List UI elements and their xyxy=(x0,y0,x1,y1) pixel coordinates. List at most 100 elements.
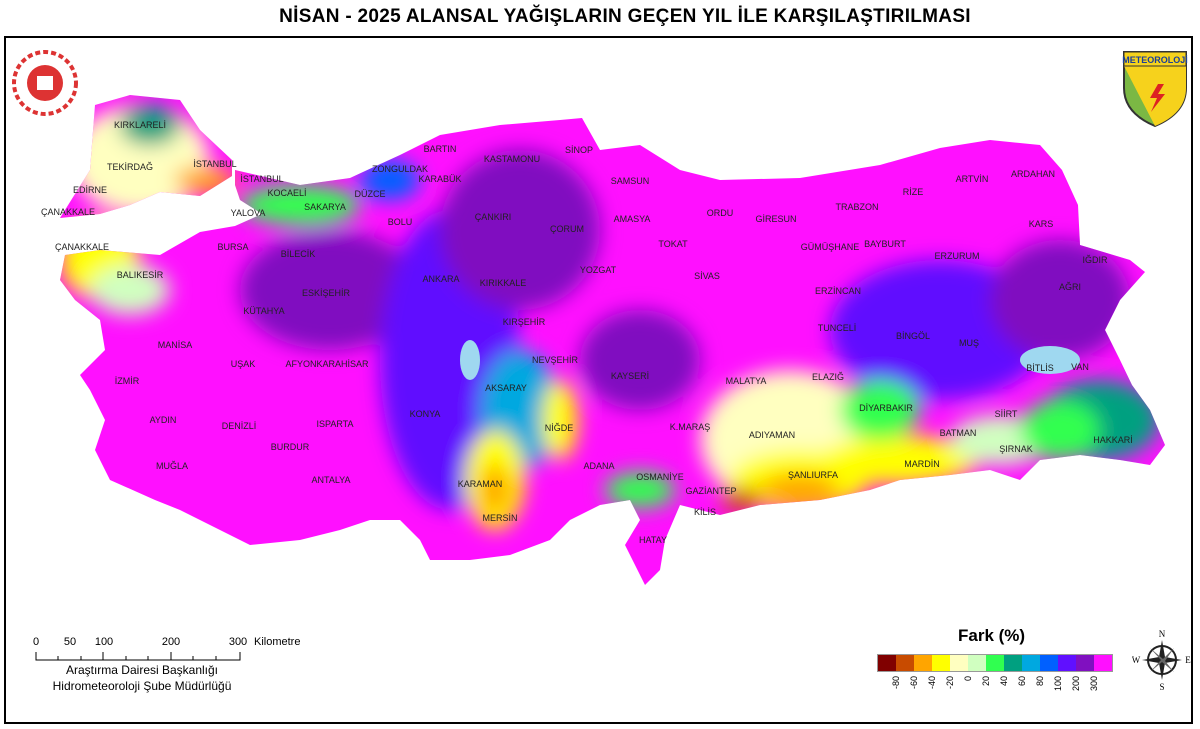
scale-bar: 0 50 100 200 300 Kilometre xyxy=(30,636,310,661)
legend-swatch xyxy=(1094,655,1112,671)
city-label: BALIKESİR xyxy=(116,270,164,280)
legend-label: 0 xyxy=(963,676,973,682)
city-label: VAN xyxy=(1071,362,1089,372)
city-label: TEKİRDAĞ xyxy=(106,162,154,172)
legend-swatch xyxy=(878,655,896,671)
city-label: ZONGULDAK xyxy=(371,164,429,174)
city-label: AYDIN xyxy=(149,415,177,425)
city-label: BİTLİS xyxy=(1026,363,1054,373)
legend-swatch xyxy=(1058,655,1076,671)
legend-swatch xyxy=(896,655,914,671)
legend-label: 20 xyxy=(981,676,991,687)
city-label: ÇANAKKALE xyxy=(40,207,96,217)
compass-rose-icon: N S E W xyxy=(1132,629,1191,692)
legend-swatch xyxy=(986,655,1004,671)
city-label: ISPARTA xyxy=(316,419,354,429)
city-label: YOZGAT xyxy=(579,265,617,275)
city-label: KIRKLARELİ xyxy=(113,120,167,130)
city-label: ÇANKIRI xyxy=(474,212,512,222)
meteoroloji-shield-logo: METEOROLOJİ xyxy=(1122,51,1188,128)
city-label: KİLİS xyxy=(693,507,717,517)
scale-tick: 0 xyxy=(32,636,40,648)
legend-swatch xyxy=(932,655,950,671)
compass-s: S xyxy=(1159,682,1164,692)
legend-swatch xyxy=(1004,655,1022,671)
city-label: ANTALYA xyxy=(311,475,351,485)
legend-swatch xyxy=(950,655,968,671)
city-label: ERZİNCAN xyxy=(814,286,862,296)
city-label: SİVAS xyxy=(694,271,720,281)
legend-swatch xyxy=(914,655,932,671)
city-label: DENİZLİ xyxy=(221,421,257,431)
city-label: ÇANAKKALE xyxy=(54,242,110,252)
city-label: BİNGÖL xyxy=(895,331,931,341)
legend-title: Fark (%) xyxy=(958,626,1026,645)
city-label: ARDAHAN xyxy=(1010,169,1056,179)
city-label: ŞIRNAK xyxy=(999,444,1033,454)
city-label: ANKARA xyxy=(422,274,460,284)
city-label: KONYA xyxy=(409,409,441,419)
scale-tick: 300 xyxy=(228,636,248,648)
city-label: MUĞLA xyxy=(155,461,189,471)
compass-w: W xyxy=(1132,655,1141,665)
city-label: KOCAELİ xyxy=(267,188,307,198)
legend-color-bar xyxy=(877,654,1113,672)
credit-line-1: Araştırma Dairesi Başkanlığı xyxy=(65,663,219,677)
legend-label: 100 xyxy=(1053,676,1063,692)
city-label: ERZURUM xyxy=(934,251,980,261)
city-label: BAYBURT xyxy=(864,239,906,249)
city-label: EDİRNE xyxy=(72,185,108,195)
city-label: ÇORUM xyxy=(550,224,584,234)
city-label: BOLU xyxy=(387,217,413,227)
city-label: RİZE xyxy=(902,187,924,197)
city-label: KARAMAN xyxy=(457,479,503,489)
map-frame xyxy=(4,36,1193,724)
city-label: BİLECİK xyxy=(280,249,316,259)
legend-label: 200 xyxy=(1071,676,1081,692)
city-label: GÜMÜŞHANE xyxy=(800,242,860,252)
city-label: NEVŞEHİR xyxy=(531,355,579,365)
city-label: SAKARYA xyxy=(304,202,346,212)
lake-tuz xyxy=(460,340,480,380)
city-label: MERSİN xyxy=(482,513,518,523)
legend-swatch xyxy=(1022,655,1040,671)
legend-label: 40 xyxy=(999,676,1009,687)
city-label: IĞDIR xyxy=(1082,255,1108,265)
city-label: GİRESUN xyxy=(755,214,797,224)
city-label: KARABÜK xyxy=(418,174,462,184)
city-label: TOKAT xyxy=(658,239,688,249)
city-label: KIRŞEHİR xyxy=(502,317,546,327)
city-label: DİYARBAKIR xyxy=(859,403,913,413)
city-label: AMASYA xyxy=(613,214,651,224)
svg-text:METEOROLOJİ: METEOROLOJİ xyxy=(1122,55,1188,65)
city-label: AFYONKARAHİSAR xyxy=(285,359,369,369)
city-label: HATAY xyxy=(638,535,668,545)
city-label: UŞAK xyxy=(230,359,256,369)
institution-emblem-logo xyxy=(12,50,78,116)
city-label: KIRIKKALE xyxy=(479,278,527,288)
legend-label: 300 xyxy=(1089,676,1099,692)
city-label: BATMAN xyxy=(939,428,977,438)
scale-tick: 200 xyxy=(161,636,181,648)
legend-swatch xyxy=(1040,655,1058,671)
scale-unit: Kilometre xyxy=(254,636,301,648)
city-label: SAMSUN xyxy=(610,176,650,186)
city-label: MANİSA xyxy=(157,340,193,350)
city-label: YALOVA xyxy=(230,208,266,218)
legend-label: 60 xyxy=(1017,676,1027,687)
city-label: ADANA xyxy=(583,461,615,471)
city-label: KAYSERİ xyxy=(610,371,650,381)
city-label: MUŞ xyxy=(959,338,979,348)
city-label: K.MARAŞ xyxy=(669,422,711,432)
credits: Araştırma Dairesi Başkanlığı Hidrometeor… xyxy=(32,662,252,694)
scale-tick: 100 xyxy=(94,636,114,648)
scale-tick: 50 xyxy=(63,636,77,648)
city-label: MALATYA xyxy=(725,376,767,386)
legend-label: -20 xyxy=(945,676,955,690)
city-label: KASTAMONU xyxy=(483,154,541,164)
city-label: DÜZCE xyxy=(354,189,386,199)
city-label: ELAZIĞ xyxy=(811,372,845,382)
city-label: TUNCELİ xyxy=(817,323,857,333)
